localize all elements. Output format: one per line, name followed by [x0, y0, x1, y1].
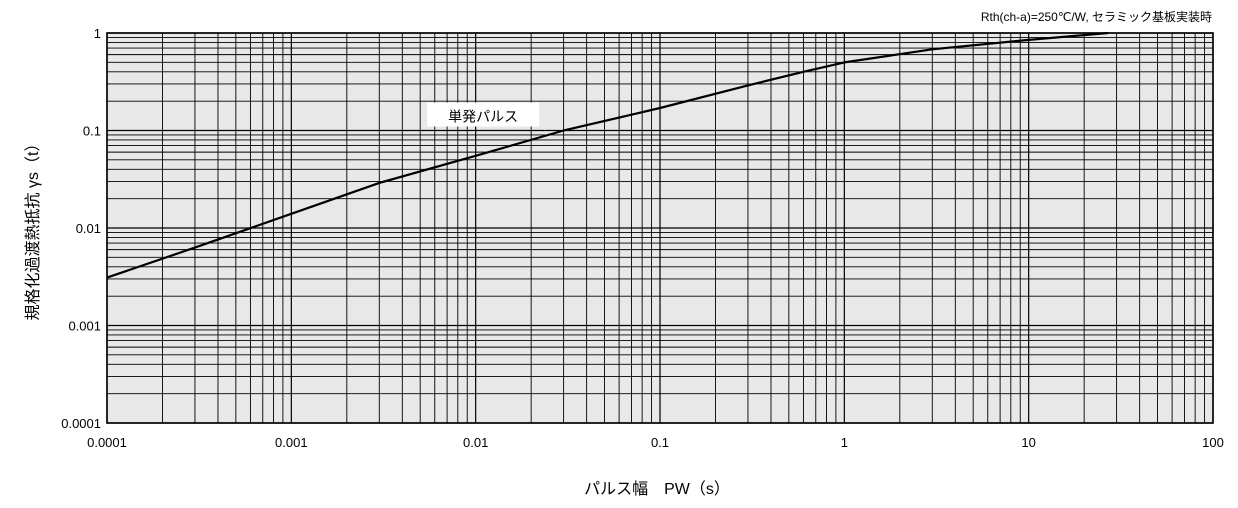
series-label: 単発パルス — [448, 109, 518, 125]
x-tick-label: 100 — [1202, 435, 1224, 450]
y-tick-label: 0.0001 — [61, 416, 101, 431]
y-tick-label: 0.1 — [83, 124, 101, 139]
y-axis-label: 規格化過渡熱抵抗 γs（t） — [24, 136, 42, 321]
y-tick-label: 1 — [94, 26, 101, 41]
plot-frame — [106, 32, 1214, 424]
x-tick-label: 0.01 — [463, 435, 488, 450]
x-axis-label: パルス幅 PW（s） — [584, 480, 730, 498]
y-tick-label: 0.01 — [76, 221, 101, 236]
plot-area: 0.0001 0.001 0.01 0.1 1 10 100 0.0001 0.001 0.01 0… — [61, 26, 1224, 450]
series-line — [106, 31, 1109, 279]
series-label-box — [427, 102, 540, 127]
y-tick-label: 0.001 — [68, 319, 101, 334]
x-tick-label: 1 — [841, 435, 848, 450]
x-tick-label: 0.1 — [651, 435, 669, 450]
x-tick-label: 10 — [1021, 435, 1035, 450]
x-tick-label: 0.001 — [275, 435, 308, 450]
condition-note: Rth(ch-a)=250℃/W, セラミック基板実装時 — [981, 9, 1212, 24]
x-tick-label: 0.0001 — [87, 435, 127, 450]
